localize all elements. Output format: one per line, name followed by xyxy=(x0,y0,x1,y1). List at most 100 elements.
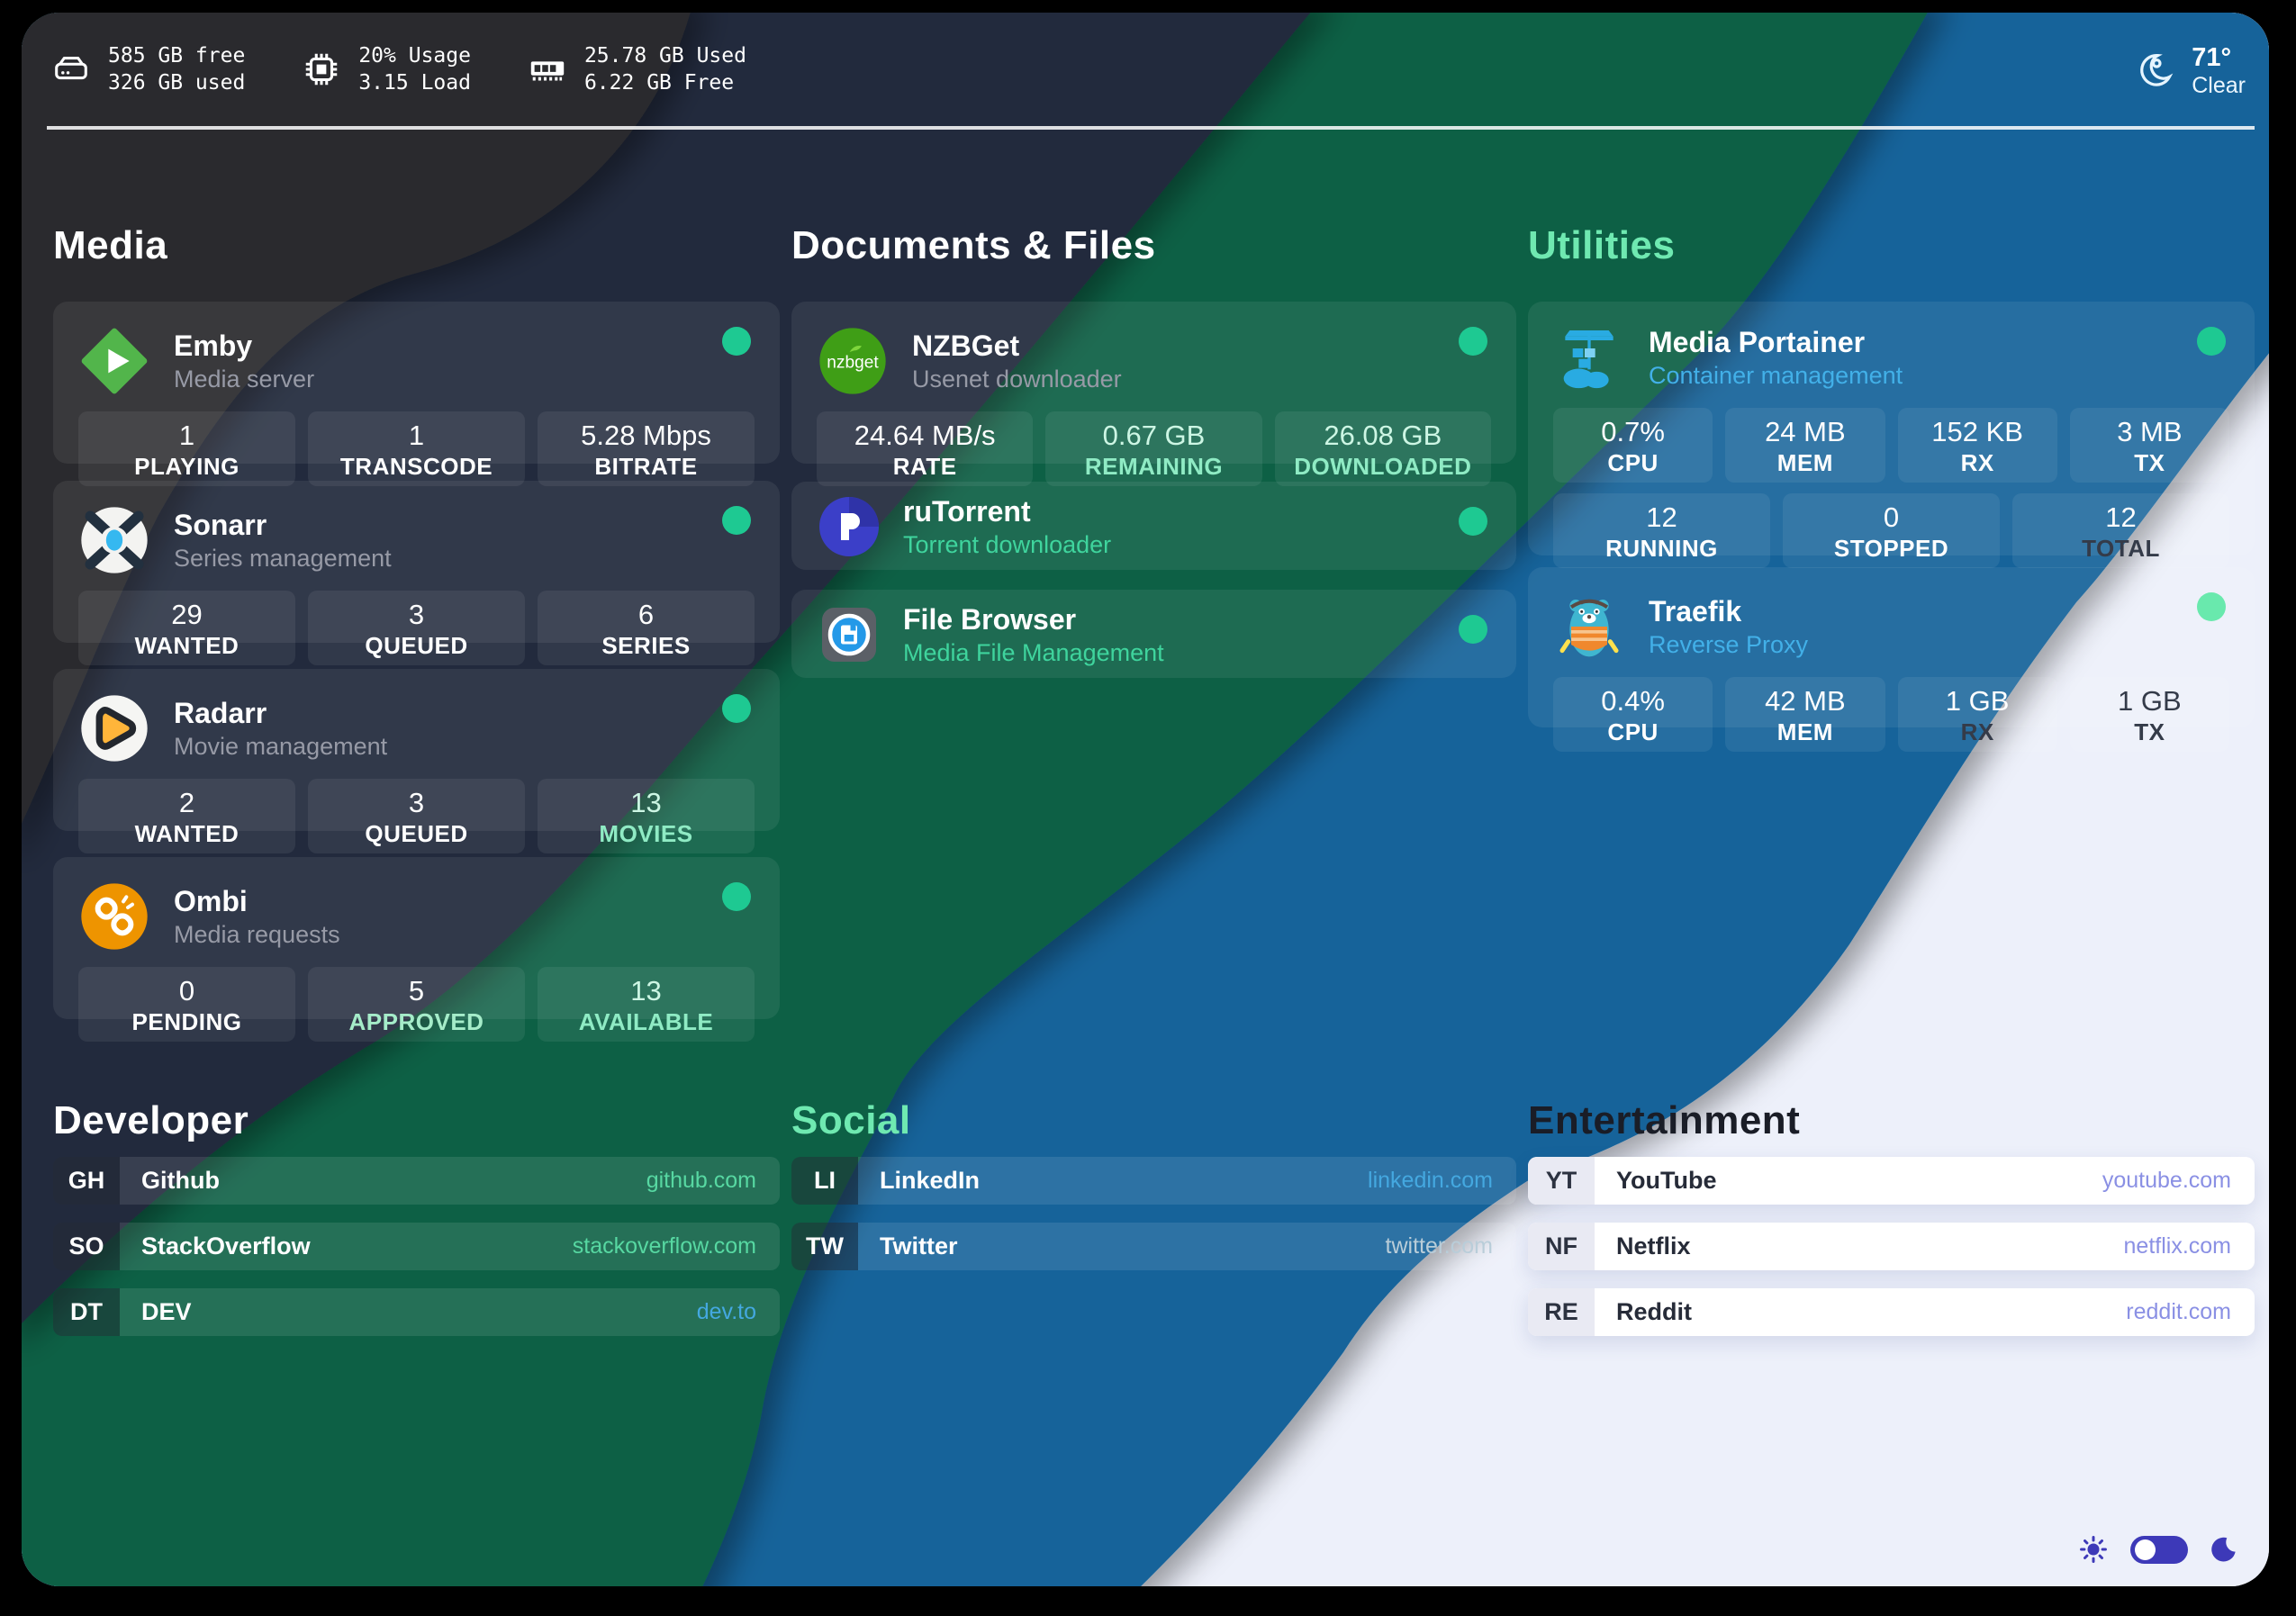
link-github[interactable]: GH Github github.com xyxy=(53,1157,780,1205)
link-twitter[interactable]: TW Twitter twitter.com xyxy=(791,1223,1516,1270)
card-title: Media Portainer xyxy=(1649,326,1866,358)
service-card-portainer[interactable]: Media Portainer Container management 0.7… xyxy=(1528,302,2255,568)
link-stackoverflow[interactable]: SO StackOverflow stackoverflow.com xyxy=(53,1223,780,1270)
stat-queued: 3 QUEUED xyxy=(308,779,525,853)
weather-condition: Clear xyxy=(2192,73,2246,98)
link-url: dev.to xyxy=(696,1299,756,1324)
status-dot xyxy=(722,327,751,356)
service-card-ombi[interactable]: Ombi Media requests 0 PENDING 5 APPROVED 1… xyxy=(53,857,780,1042)
link-url: twitter.com xyxy=(1385,1233,1493,1259)
card-subtitle: Reverse Proxy xyxy=(1649,631,1809,658)
card-title: Ombi xyxy=(174,885,248,917)
link-name: Github xyxy=(141,1167,220,1194)
stat-total: 12 TOTAL xyxy=(2012,493,2229,568)
card-subtitle: Series management xyxy=(174,545,392,572)
link-url: reddit.com xyxy=(2126,1299,2231,1324)
service-card-radarr[interactable]: Radarr Movie management 2 WANTED 3 QUEUED … xyxy=(53,669,780,853)
status-dot xyxy=(2197,327,2226,356)
cpu-stats-text: 20% Usage 3.15 Load xyxy=(358,42,471,96)
link-url: netflix.com xyxy=(2123,1233,2231,1259)
link-tag: SO xyxy=(53,1223,120,1270)
stat-mem: 42 MB MEM xyxy=(1725,677,1885,752)
status-dot xyxy=(722,882,751,911)
section-title-developer: Developer xyxy=(53,1098,249,1142)
stat-running: 12 RUNNING xyxy=(1553,493,1770,568)
theme-toggle[interactable] xyxy=(2130,1535,2188,1564)
stat-stopped: 0 STOPPED xyxy=(1783,493,2000,568)
stat-bitrate: 5.28 Mbps BITRATE xyxy=(538,411,755,486)
section-title-documents: Documents & Files xyxy=(791,223,1156,267)
link-name: Netflix xyxy=(1616,1232,1691,1259)
stat-rx: 152 KB RX xyxy=(1897,408,2057,483)
disk-used: 326 GB used xyxy=(108,71,246,95)
card-subtitle: Container management xyxy=(1649,362,1903,389)
radarr-icon xyxy=(81,695,148,762)
emby-icon xyxy=(81,328,148,394)
hard-drive-icon xyxy=(55,57,87,80)
service-card-sonarr[interactable]: Sonarr Series management 29 WANTED 3 QUEUE… xyxy=(53,481,780,665)
weather-temperature: 71° xyxy=(2192,43,2232,72)
link-reddit[interactable]: RE Reddit reddit.com xyxy=(1528,1288,2255,1336)
card-subtitle: Usenet downloader xyxy=(912,366,1122,393)
card-subtitle: Torrent downloader xyxy=(903,531,1112,558)
link-name: Twitter xyxy=(880,1232,958,1259)
card-title: File Browser xyxy=(903,603,1077,636)
card-title: Radarr xyxy=(174,697,267,729)
navy-band xyxy=(22,13,1311,1323)
card-title: Traefik xyxy=(1649,595,1742,627)
status-dot xyxy=(1459,615,1487,644)
ram-icon xyxy=(530,61,565,81)
link-url: stackoverflow.com xyxy=(572,1233,756,1259)
link-dev[interactable]: DT DEV dev.to xyxy=(53,1288,780,1336)
cpu-load: 3.15 Load xyxy=(358,71,471,95)
cpu-usage: 20% Usage xyxy=(358,44,471,68)
stat-pending: 0 PENDING xyxy=(78,967,295,1042)
ombi-icon xyxy=(81,883,148,950)
disk-stats: 585 GB free 326 GB used xyxy=(50,42,245,96)
card-subtitle: Media server xyxy=(174,366,315,393)
status-dot xyxy=(1459,507,1487,536)
sun-icon[interactable] xyxy=(2078,1534,2109,1565)
status-dot xyxy=(722,694,751,723)
link-tag: RE xyxy=(1528,1288,1595,1336)
toggle-knob[interactable] xyxy=(2135,1539,2156,1560)
svg-text:nzbget: nzbget xyxy=(827,354,879,373)
link-netflix[interactable]: NF Netflix netflix.com xyxy=(1528,1223,2255,1270)
service-card-traefik[interactable]: Traefik Reverse Proxy 0.4% CPU 42 MB MEM 1… xyxy=(1528,567,2255,752)
nzbget-icon: nzbget xyxy=(819,328,886,394)
stat-rx: 1 GB RX xyxy=(1897,677,2057,752)
stat-cpu: 0.4% CPU xyxy=(1553,677,1713,752)
moon-icon[interactable] xyxy=(2210,1535,2238,1564)
system-status-bar: 585 GB free 326 GB used 20% Usage 3.15 Loa… xyxy=(47,13,2255,130)
service-card-emby[interactable]: Emby Media server 1 PLAYING 1 TRANSCODE 5.… xyxy=(53,302,780,486)
stat-wanted: 29 WANTED xyxy=(78,591,295,665)
stat-wanted: 2 WANTED xyxy=(78,779,295,853)
service-card-rutorrent[interactable]: ruTorrent Torrent downloader xyxy=(791,482,1516,570)
stat-queued: 3 QUEUED xyxy=(308,591,525,665)
dashboard-page: 585 GB free 326 GB used 20% Usage 3.15 Loa… xyxy=(22,13,2269,1586)
link-tag: LI xyxy=(791,1157,858,1205)
service-card-nzbget[interactable]: nzbget NZBGet Usenet downloader 24.64 MB… xyxy=(791,302,1516,486)
link-tag: YT xyxy=(1528,1157,1595,1205)
stat-tx: 3 MB TX xyxy=(2069,408,2229,483)
card-title: Emby xyxy=(174,330,253,362)
stat-downloaded: 26.08 GB DOWNLOADED xyxy=(1274,411,1491,486)
charcoal-band xyxy=(22,13,691,824)
service-card-filebrowser[interactable]: File Browser Media File Management xyxy=(791,590,1516,678)
link-linkedin[interactable]: LI LinkedIn linkedin.com xyxy=(791,1157,1516,1205)
link-youtube[interactable]: YT YouTube youtube.com xyxy=(1528,1157,2255,1205)
stat-approved: 5 APPROVED xyxy=(308,967,525,1042)
stat-tx: 1 GB TX xyxy=(2069,677,2229,752)
stat-playing: 1 PLAYING xyxy=(78,411,295,486)
ram-stats-text: 25.78 GB Used 6.22 GB Free xyxy=(584,42,746,96)
stat-remaining: 0.67 GB REMAINING xyxy=(1045,411,1262,486)
ram-used: 25.78 GB Used xyxy=(583,44,746,68)
status-dot xyxy=(722,506,751,535)
traefik-icon xyxy=(1559,599,1619,657)
stat-series: 6 SERIES xyxy=(538,591,755,665)
theme-bands-background xyxy=(22,13,2269,1586)
moon-weather-icon xyxy=(2140,54,2174,86)
ram-stats: 25.78 GB Used 6.22 GB Free xyxy=(527,42,746,96)
status-dot xyxy=(2197,592,2226,621)
